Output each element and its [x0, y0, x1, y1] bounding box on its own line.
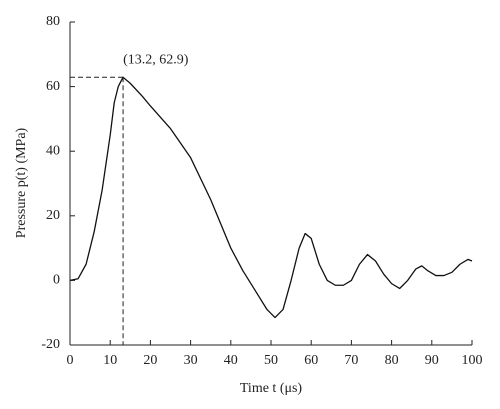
x-tick-label: 0: [67, 353, 74, 368]
y-tick-label: 0: [53, 273, 60, 288]
x-tick-label: 40: [224, 353, 238, 368]
y-axis-label: Pressure p(t) (MPa): [14, 127, 29, 238]
x-tick-label: 100: [462, 353, 483, 368]
y-tick-label: -20: [41, 337, 60, 352]
x-tick-label: 10: [103, 353, 117, 368]
x-tick-label: 60: [304, 353, 318, 368]
x-tick-label: 30: [184, 353, 198, 368]
y-tick-label: 60: [46, 79, 60, 94]
x-tick-label: 50: [264, 353, 278, 368]
x-axis-label: Time t (μs): [240, 381, 303, 396]
line: [69, 76, 473, 319]
peak-annotation: (13.2, 62.9): [123, 52, 189, 67]
y-tick-label: 40: [46, 143, 60, 158]
x-tick-label: 80: [385, 353, 399, 368]
x-tick-label: 70: [344, 353, 358, 368]
x-tick-label: 90: [425, 353, 439, 368]
y-tick-label: 20: [46, 208, 60, 223]
x-tick-label: 20: [143, 353, 157, 368]
y-tick-label: 80: [46, 14, 60, 29]
